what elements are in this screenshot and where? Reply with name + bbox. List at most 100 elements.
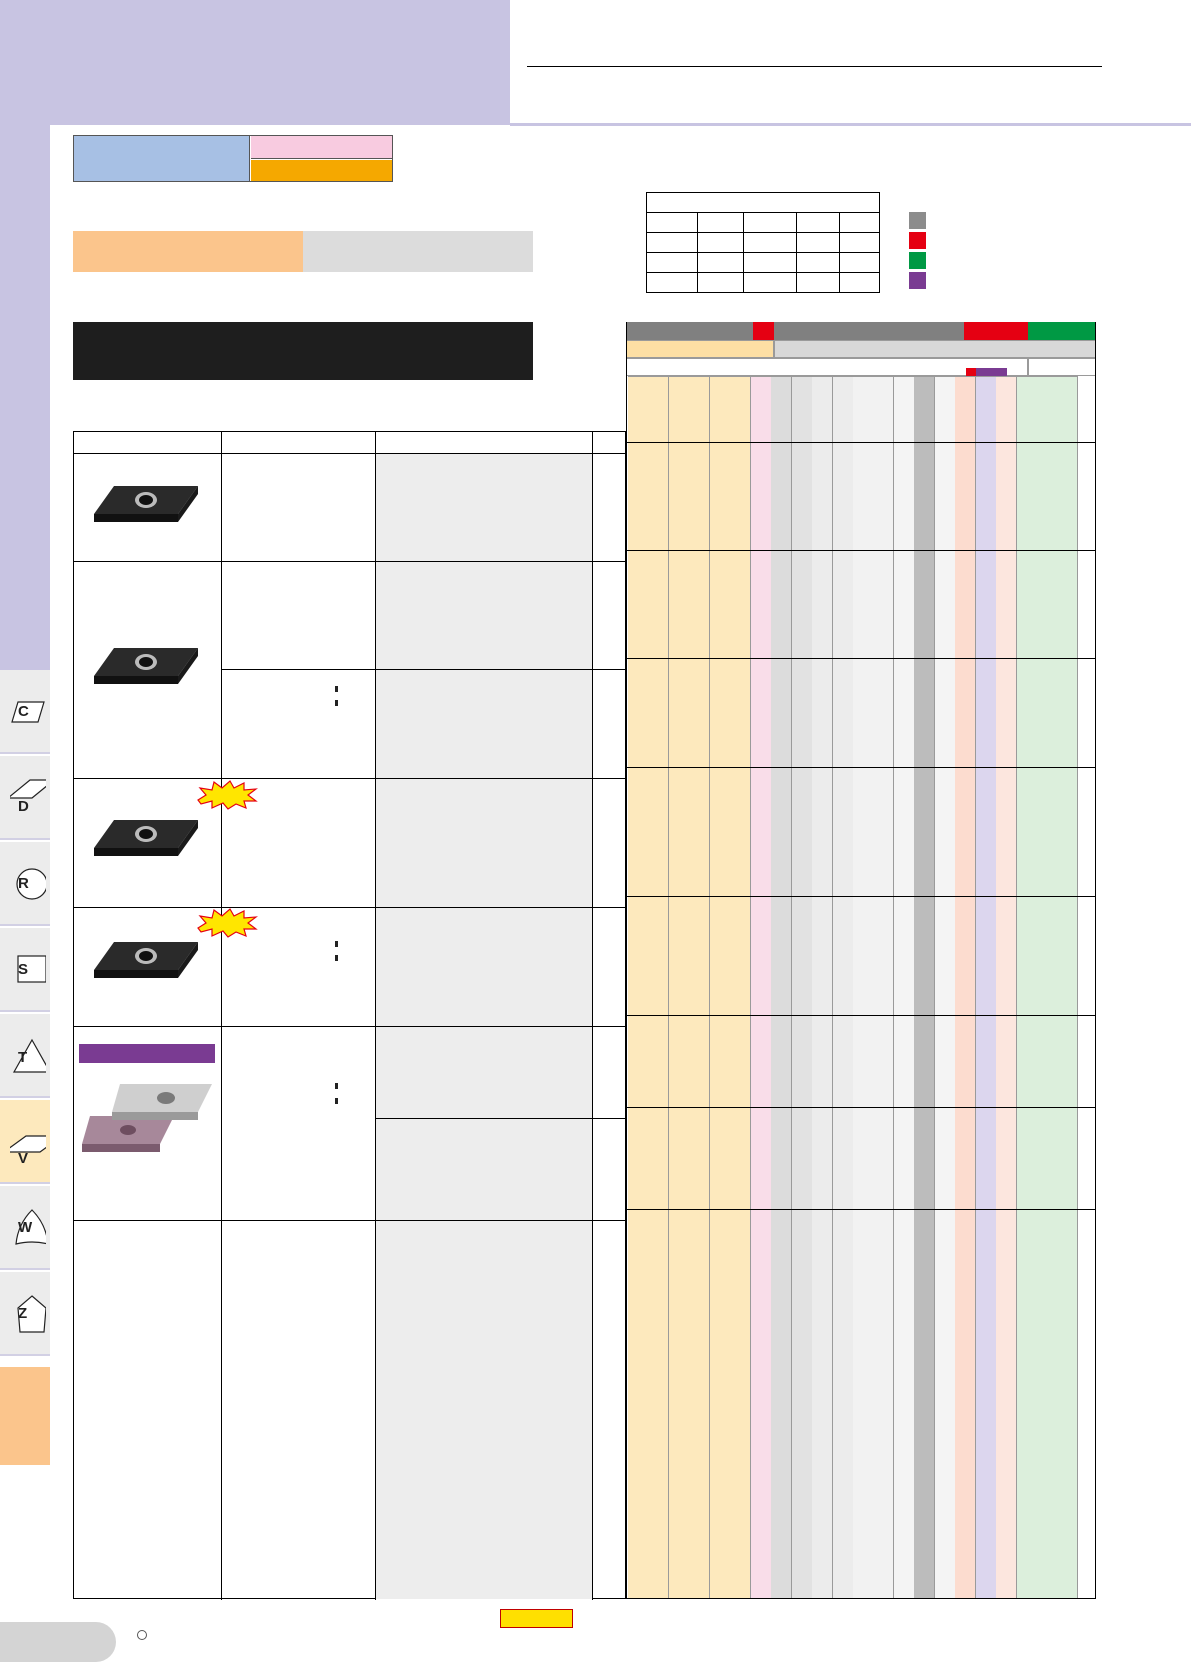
- grade-column-header: [1037, 376, 1058, 442]
- side-tab-letter: R: [18, 875, 29, 892]
- side-tab-s[interactable]: S: [0, 928, 50, 1012]
- side-tab-letter: C: [18, 703, 29, 720]
- grade-column: [996, 442, 1017, 1599]
- grid-header-grey: [626, 322, 753, 340]
- side-tab-letter: S: [18, 961, 29, 978]
- insert-image-3: [94, 820, 198, 856]
- legend-swatch-green: [909, 252, 926, 269]
- footer-badge: [500, 1609, 573, 1628]
- legend-swatch-purple: [909, 272, 926, 289]
- grade-column: [914, 442, 935, 1599]
- grade-column: [792, 442, 813, 1599]
- grade-column-header: [669, 376, 690, 442]
- grade-column: [833, 442, 854, 1599]
- grade-column-header: [730, 376, 751, 442]
- grid-mini-red: [966, 368, 976, 382]
- legend-swatch-grey: [909, 212, 926, 229]
- grade-column: [648, 442, 669, 1599]
- new-burst-icon: [197, 780, 258, 810]
- grade-column-header: [689, 376, 710, 442]
- grade-column: [730, 442, 751, 1599]
- note-mark: [335, 941, 338, 947]
- section-bar-grey: [303, 231, 533, 272]
- insert-image-1: [94, 486, 198, 522]
- grade-column-header: [710, 376, 731, 442]
- grid-subheader-row: [1028, 358, 1096, 376]
- grade-column-header: [648, 376, 669, 442]
- info-block-blue: [74, 136, 250, 181]
- insert-image-2: [94, 648, 198, 684]
- side-tab-t[interactable]: T: [0, 1014, 52, 1098]
- grade-column-header: [833, 376, 854, 442]
- grade-column-header: [976, 376, 997, 442]
- grid-header-grey: [774, 322, 964, 340]
- grade-column-header: [1057, 376, 1078, 442]
- grade-column-header: [751, 376, 772, 442]
- grade-column: [935, 442, 956, 1599]
- side-tab-c[interactable]: C: [0, 670, 50, 754]
- grade-column-header: [812, 376, 833, 442]
- grade-column: [955, 442, 976, 1599]
- side-tab-letter: D: [18, 798, 29, 815]
- grade-column: [1037, 442, 1058, 1599]
- side-tab-d[interactable]: D: [0, 756, 56, 840]
- footer-circle-icon: [137, 1630, 147, 1640]
- legend-swatch-red: [909, 232, 926, 249]
- grade-column-header: [853, 376, 874, 442]
- note-mark: [335, 955, 338, 961]
- side-tab-w[interactable]: W: [0, 1186, 50, 1270]
- note-mark: [335, 700, 338, 706]
- triangle-icon: [10, 1034, 52, 1078]
- section-bar-peach: [73, 231, 303, 272]
- side-tab-z[interactable]: Z: [0, 1272, 50, 1356]
- grade-column-header: [955, 376, 976, 442]
- side-tab-letter: T: [18, 1049, 28, 1066]
- left-strip: [0, 125, 50, 685]
- grade-column: [873, 442, 894, 1599]
- header-band: [0, 0, 510, 125]
- grid-header-red: [964, 322, 1028, 340]
- grade-column: [751, 442, 772, 1599]
- side-tab-index[interactable]: [0, 1367, 50, 1465]
- note-mark: [335, 1083, 338, 1089]
- section-title-bar: [73, 322, 533, 380]
- info-block-orange: [251, 160, 392, 181]
- grade-column: [853, 442, 874, 1599]
- cermet-label-bar: [79, 1044, 215, 1063]
- trigon-icon: [10, 1206, 49, 1250]
- side-tab-r[interactable]: R: [0, 842, 50, 926]
- grade-grid: [626, 322, 1096, 1599]
- side-tab-letter: W: [18, 1219, 33, 1236]
- grade-column-header: [914, 376, 935, 442]
- grade-column-header: [1017, 376, 1038, 442]
- insert-table: [73, 431, 627, 1600]
- header-rule: [527, 66, 1102, 67]
- grade-column-header: [935, 376, 956, 442]
- side-tab-letter: Z: [18, 1305, 28, 1322]
- grade-column: [976, 442, 997, 1599]
- grade-column: [628, 442, 649, 1599]
- grade-column: [812, 442, 833, 1599]
- side-tab-v[interactable]: V: [0, 1100, 64, 1184]
- grade-column-header: [996, 376, 1017, 442]
- grid-header-green: [1028, 322, 1096, 340]
- grid-subheader-orange: [626, 340, 774, 358]
- grid-subheader-grey: [774, 340, 1096, 358]
- note-mark: [335, 1098, 338, 1104]
- grade-key-table: [646, 192, 880, 293]
- grade-column: [669, 442, 690, 1599]
- grade-column: [1057, 442, 1078, 1599]
- pentagon-icon: [10, 1292, 47, 1336]
- grade-column-header: [771, 376, 792, 442]
- grid-header-red: [753, 322, 774, 340]
- grade-column-header: [628, 376, 649, 442]
- grade-column: [689, 442, 710, 1599]
- grade-column-header: [792, 376, 813, 442]
- side-tab-letter: V: [18, 1150, 29, 1167]
- grade-column-header: [873, 376, 894, 442]
- grade-column: [710, 442, 731, 1599]
- note-mark: [335, 686, 338, 692]
- insert-image-4: [94, 942, 198, 978]
- grade-column: [1017, 442, 1038, 1599]
